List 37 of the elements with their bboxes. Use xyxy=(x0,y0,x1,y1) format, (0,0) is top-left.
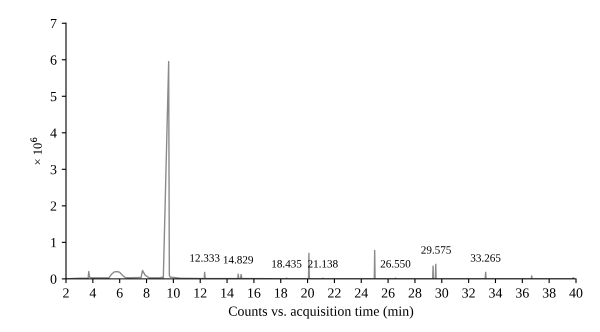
y-tick-label: 3 xyxy=(50,164,56,174)
x-tick-label: 4 xyxy=(90,288,96,298)
y-axis-title: × 10$^{6}$ xyxy=(30,138,42,164)
x-tick-label: 10 xyxy=(168,288,180,298)
x-tick-label: 20 xyxy=(301,288,314,298)
x-tick-label: 28 xyxy=(408,288,422,298)
x-tick-label: 12 xyxy=(194,288,206,298)
annotation: 21.138 xyxy=(308,260,338,268)
annotation: 18.435 xyxy=(272,260,302,268)
annotation: 14.829 xyxy=(224,256,253,264)
y-tick-label: 2 xyxy=(50,201,56,211)
x-axis-title: Counts vs. acquisition time (min) xyxy=(228,306,414,319)
y-tick-label: 6 xyxy=(50,55,57,65)
annotation: 29.575 xyxy=(421,246,451,254)
y-tick-label: 4 xyxy=(50,128,57,138)
x-tick-label: 18 xyxy=(275,288,288,298)
x-tick-label: 22 xyxy=(328,288,341,298)
y-tick-label: 0 xyxy=(50,274,56,284)
x-tick-label: 30 xyxy=(436,288,448,298)
x-tick-label: 16 xyxy=(248,288,260,298)
y-tick-label: 5 xyxy=(50,92,56,102)
x-tick-label: 6 xyxy=(116,288,123,298)
x-tick-label: 26 xyxy=(382,288,395,298)
annotation: 33.265 xyxy=(470,254,500,262)
x-tick-label: 8 xyxy=(144,288,150,298)
x-tick-label: 34 xyxy=(489,288,502,298)
x-tick-label: 2 xyxy=(63,288,69,298)
annotation: 12.333 xyxy=(190,254,220,262)
x-tick-label: 38 xyxy=(542,288,556,298)
annotation: 26.550 xyxy=(380,260,410,268)
x-tick-label: 14 xyxy=(221,288,234,298)
x-tick-label: 24 xyxy=(354,288,368,298)
x-tick-label: 32 xyxy=(462,288,475,298)
y-tick-label: 7 xyxy=(50,18,57,28)
x-tick-label: 36 xyxy=(516,288,529,298)
x-tick-label: 40 xyxy=(569,288,582,298)
y-tick-label: 1 xyxy=(51,238,56,248)
